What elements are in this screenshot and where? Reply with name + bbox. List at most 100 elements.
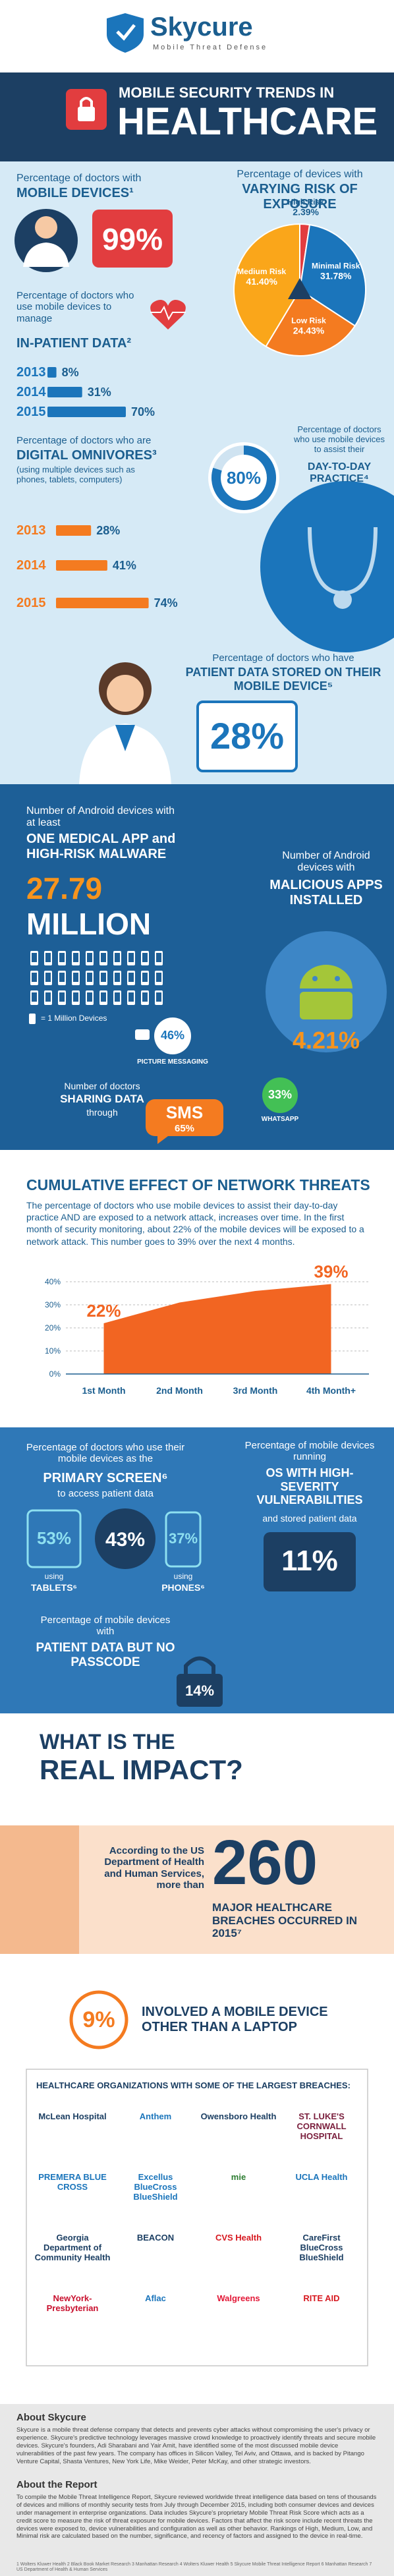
pulse-line [150,305,186,321]
logo: CVS Health [215,2233,262,2243]
heart-icon [150,300,186,329]
logo-check [116,24,136,41]
legend: = 1 Million Devices [41,1014,107,1023]
highlight: VARYING RISK OF EXPOSURE [242,182,358,212]
logo: PREMERA BLUE CROSS [38,2172,107,2192]
year-label: 2015 [16,405,46,419]
area [103,1284,331,1374]
highlight: SHARING DATA [60,1093,144,1105]
y-tick-label: 10% [45,1346,61,1356]
practice-blob [260,481,394,652]
whatsapp-circle [262,1077,298,1113]
intro: Percentage of doctors with [16,173,142,184]
value-box [92,210,173,268]
value-label: 28% [96,524,120,537]
value: 4.21% [292,1027,360,1054]
logo: Walgreens [217,2293,260,2303]
logo: Owensboro Health [200,2111,277,2121]
value: 260 [212,1827,318,1898]
doctor-face [107,675,144,712]
label: using [173,1572,193,1581]
header-bg [0,0,394,72]
x-tick-label: 1st Month [82,1385,125,1396]
y-tick-label: 20% [45,1323,61,1332]
intro: Percentage of doctors who use their mobi… [26,1442,185,1465]
highlight: MALICIOUS APPS INSTALLED [269,878,383,907]
lock-body [78,107,95,121]
android-eye [312,976,318,981]
logo-icon [107,13,144,53]
donut-label: 80% [227,468,261,488]
doctor-shirt [115,725,135,751]
highlight: DAY-TO-DAY PRACTICE⁴ [307,461,372,485]
intro: Percentage of doctors who are [16,435,152,446]
x-tick-label: 2nd Month [156,1385,203,1396]
stethoscope-head [333,590,352,609]
sms-bubble [146,1099,223,1144]
value-label: 74% [154,596,178,610]
value: 11% [281,1545,338,1577]
year-label: 2014 [16,558,46,573]
tablet-icon [26,1509,82,1568]
title: CUMULATIVE EFFECT OF NETWORK THREATS [26,1176,370,1193]
year-label: 2013 [16,523,46,538]
logo: Anthem [139,2111,172,2121]
lock-shackle [184,1656,215,1674]
value-label: 41% [113,559,136,572]
paragraph: Skycure is a mobile threat defense compa… [16,2426,376,2465]
value-box [264,1532,356,1591]
pie-slice [233,223,300,348]
value: 9% [82,2007,115,2032]
intro: Percentage of doctors who have [212,652,354,664]
value-label: 31% [88,386,111,399]
bar [47,407,126,417]
intro: Percentage of doctors who use mobile dev… [16,290,134,324]
year-label: 2014 [16,385,46,399]
y-tick-label: 30% [45,1300,61,1309]
both-circle [95,1508,155,1569]
value-box [196,701,298,772]
bar [56,598,149,608]
value-label: 8% [62,366,79,379]
lock-shackle [80,97,93,107]
logo: Aflac [145,2293,166,2303]
logo: mie [231,2172,246,2182]
outro: to access patient data [57,1488,154,1499]
tagline: Mobile Threat Defense [153,43,268,51]
doctor-coat [23,243,69,267]
logo: RITE AID [303,2293,340,2303]
value: 65% [174,1123,195,1134]
warning-icon [288,278,312,299]
y-tick-label: 40% [45,1277,61,1286]
highlight: IN-PATIENT DATA² [16,336,132,351]
slice-label: Medium Risk [237,267,286,276]
value: 33% [267,1088,293,1101]
intro: Number of doctors [64,1081,140,1091]
heading: About Skycure [16,2412,86,2423]
year-label: 2013 [16,365,46,380]
bar [56,525,92,536]
android-body [300,992,352,1019]
slice-label: Minimal Risk [312,261,360,270]
label: PHONES⁶ [161,1582,205,1593]
heading: About the Report [16,2479,98,2490]
logo: McLean Hospital [38,2111,107,2121]
intro: Number of Android devices with at least [26,805,175,829]
label: WHATSAPP [261,1116,299,1123]
y-tick-label: 0% [49,1369,61,1379]
brand: Skycure [150,13,253,42]
logo: NewYork-Presbyterian [46,2293,99,2313]
android-eye [335,976,340,981]
unit: MILLION [26,907,152,941]
intro: Percentage of mobile devices running [244,1440,375,1463]
bar [56,560,107,571]
intro: Percentage of devices with [237,169,363,180]
label: MAJOR HEALTHCARE BREACHES OCCURRED IN 20… [212,1901,358,1940]
source: According to the US Department of Health… [104,1845,204,1891]
label: INVOLVED A MOBILE DEVICE OTHER THAN A LA… [142,2005,328,2034]
logo: ST. LUKE'S CORNWALL HOSPITAL [296,2111,347,2141]
value: 27.79 [26,871,103,905]
slice-label: Low Risk [291,316,326,325]
device-icons [26,949,165,1008]
